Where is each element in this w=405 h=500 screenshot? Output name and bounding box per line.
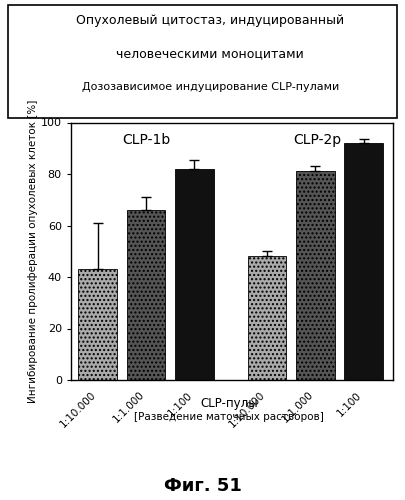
Bar xyxy=(344,143,383,380)
Text: Опухолевый цитостаз, индуцированный: Опухолевый цитостаз, индуцированный xyxy=(76,14,344,27)
Text: человеческими моноцитами: человеческими моноцитами xyxy=(116,48,304,60)
Y-axis label: Ингибирование пролиферации опухолевых клеток [%]: Ингибирование пролиферации опухолевых кл… xyxy=(28,100,38,403)
Text: Дозозависимое индуцирование CLP-пулами: Дозозависимое индуцирование CLP-пулами xyxy=(82,82,339,92)
Text: CLP-1b: CLP-1b xyxy=(122,133,170,147)
Bar xyxy=(296,172,335,380)
Bar xyxy=(126,210,165,380)
Text: CLP-2p: CLP-2p xyxy=(294,133,342,147)
Bar xyxy=(247,256,286,380)
Text: [Разведение маточных растворов]: [Разведение маточных растворов] xyxy=(134,412,324,422)
Bar xyxy=(175,169,214,380)
FancyBboxPatch shape xyxy=(8,5,397,117)
Bar xyxy=(78,270,117,380)
Text: Фиг. 51: Фиг. 51 xyxy=(164,477,241,495)
Text: CLP-пулы: CLP-пулы xyxy=(200,398,258,410)
